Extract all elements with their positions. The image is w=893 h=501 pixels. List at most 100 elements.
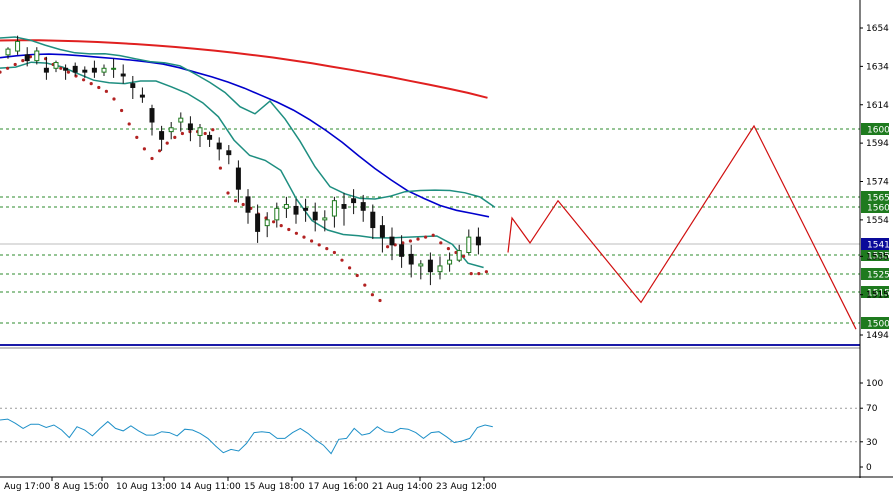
candle-body bbox=[207, 134, 213, 140]
sar-dot bbox=[211, 128, 215, 132]
candle-body bbox=[370, 211, 376, 229]
moving-average-0-line bbox=[0, 39, 488, 99]
sar-dot bbox=[302, 235, 306, 239]
sar-dot bbox=[294, 231, 298, 235]
oscillator-y-tick-label: 30 bbox=[866, 438, 878, 448]
sar-dot bbox=[6, 66, 10, 70]
candle-body bbox=[53, 62, 59, 69]
candle-body bbox=[149, 108, 155, 123]
sar-dot bbox=[279, 224, 283, 228]
candle-body bbox=[427, 259, 433, 273]
candle-body bbox=[389, 236, 395, 246]
candle-body bbox=[235, 167, 241, 190]
candle-body bbox=[111, 67, 117, 70]
candle-body bbox=[24, 54, 30, 62]
candle-body bbox=[331, 200, 337, 217]
sar-dot bbox=[355, 273, 359, 278]
x-tick-label: 23 Aug 12:00 bbox=[436, 482, 497, 492]
x-tick-label: 15 Aug 18:00 bbox=[244, 482, 305, 492]
sar-dot bbox=[120, 108, 124, 113]
candle-body bbox=[43, 67, 49, 73]
sar-dot bbox=[165, 141, 169, 145]
oscillator-line bbox=[0, 418, 493, 455]
sar-dot bbox=[13, 62, 17, 67]
price-y-tick-label: 1535 bbox=[866, 252, 889, 262]
sar-dot bbox=[386, 245, 390, 249]
candle-body bbox=[274, 207, 280, 221]
oscillator-y-tick-label: 0 bbox=[866, 463, 872, 473]
candle-body bbox=[283, 204, 289, 209]
sar-dot bbox=[59, 66, 63, 70]
level-label-box bbox=[861, 249, 889, 261]
sar-dot bbox=[203, 131, 207, 136]
sar-dot bbox=[408, 239, 412, 243]
candle-body bbox=[312, 211, 318, 221]
sar-dot bbox=[446, 247, 450, 251]
x-tick-label: 8 Aug 15:00 bbox=[54, 482, 109, 492]
oscillator-layer bbox=[0, 407, 860, 455]
level-label: 1525 bbox=[867, 271, 890, 281]
sar-dot bbox=[416, 237, 420, 241]
level-label: 1535 bbox=[867, 252, 890, 262]
candle-body bbox=[120, 73, 126, 77]
sar-dot bbox=[340, 258, 344, 262]
candle-body bbox=[34, 50, 40, 62]
level-label-box bbox=[861, 123, 889, 135]
x-tick-label: 14 Aug 11:00 bbox=[180, 482, 241, 492]
x-tick-label: 10 Aug 13:00 bbox=[116, 482, 177, 492]
sar-dot bbox=[439, 241, 443, 245]
bollinger-lower-line bbox=[0, 61, 484, 269]
sar-dot bbox=[150, 156, 154, 161]
x-tick-label: 17 Aug 16:00 bbox=[308, 482, 369, 492]
candle-body bbox=[226, 150, 232, 156]
sar-dot bbox=[234, 199, 238, 203]
price-panel-background bbox=[0, 0, 860, 346]
candle-body bbox=[139, 94, 145, 98]
sar-dot bbox=[135, 135, 139, 139]
oscillator-panel-background bbox=[0, 349, 860, 477]
candle-body bbox=[466, 236, 472, 253]
level-label: 1515 bbox=[867, 289, 890, 299]
sar-dot bbox=[462, 254, 466, 258]
level-label-box bbox=[861, 317, 889, 329]
level-label: 1500 bbox=[867, 320, 890, 330]
sar-dot bbox=[180, 131, 184, 136]
sar-dot bbox=[104, 89, 108, 93]
level-label: 1560 bbox=[867, 204, 890, 214]
sar-dot bbox=[348, 266, 352, 270]
candle-body bbox=[303, 207, 309, 211]
candle-body bbox=[341, 204, 347, 209]
candle-body bbox=[418, 263, 424, 267]
candle-body bbox=[159, 131, 165, 140]
candle-body bbox=[187, 123, 193, 131]
sar-dot bbox=[272, 220, 276, 224]
level-label: 1565 bbox=[867, 194, 890, 204]
sar-dot bbox=[0, 70, 2, 74]
sar-dot bbox=[112, 97, 116, 101]
candle-body bbox=[15, 40, 21, 52]
sar-dot bbox=[241, 202, 245, 207]
candle-body bbox=[82, 69, 88, 73]
price-y-tick-label: 1554 bbox=[866, 216, 889, 226]
level-label-box bbox=[861, 191, 889, 203]
candle-body bbox=[91, 67, 97, 73]
candle-body bbox=[216, 142, 222, 150]
level-label-box bbox=[861, 286, 889, 298]
candle-body bbox=[447, 259, 453, 265]
sar-dot bbox=[66, 70, 70, 74]
sar-dot bbox=[332, 250, 336, 255]
sar-dot bbox=[82, 78, 86, 82]
oscillator-y-tick-label: 70 bbox=[866, 404, 878, 414]
moving-average-1-line bbox=[0, 53, 490, 218]
candle-body bbox=[130, 83, 136, 88]
candle-body bbox=[293, 205, 299, 215]
sar-dot bbox=[97, 85, 101, 90]
candle-body bbox=[5, 48, 11, 56]
candle-body bbox=[408, 253, 414, 265]
candle-body bbox=[360, 202, 366, 211]
sar-dot bbox=[173, 135, 177, 139]
candles-layer bbox=[5, 35, 481, 286]
sar-dot bbox=[218, 166, 222, 170]
